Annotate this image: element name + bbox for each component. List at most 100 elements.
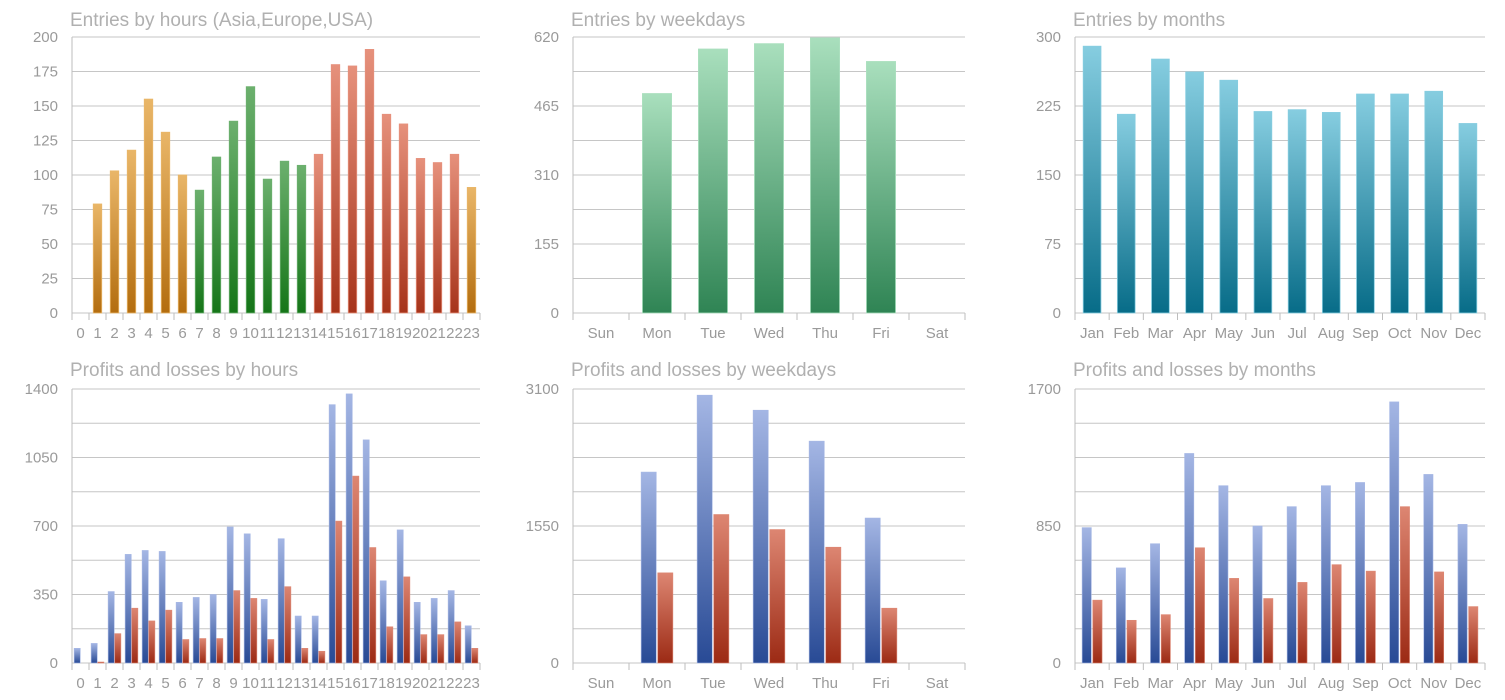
profit-bar-8	[209, 594, 217, 664]
x-tick-label: 19	[395, 675, 412, 692]
x-tick-label: 10	[242, 675, 259, 692]
bar-Jul	[1287, 109, 1307, 314]
profit-bar-18	[379, 580, 387, 664]
x-tick-label: 16	[344, 675, 361, 692]
x-tick-label: 11	[260, 325, 276, 342]
x-tick-label: 9	[229, 675, 237, 692]
profit-bar-9	[226, 526, 234, 664]
profit-bar-May	[1218, 485, 1229, 664]
profit-bar-16	[345, 393, 353, 664]
profit-bar-Wed	[752, 409, 769, 664]
bar-1	[92, 203, 103, 314]
profit-bar-5	[158, 551, 166, 664]
loss-bar-16	[352, 475, 360, 664]
x-tick-label: 10	[242, 325, 259, 342]
x-tick-label: 16	[344, 325, 361, 342]
loss-bar-7	[199, 638, 207, 664]
x-tick-label: 14	[310, 675, 327, 692]
x-tick-label: Fri	[872, 325, 890, 342]
profit-bar-20	[413, 602, 421, 664]
x-tick-label: 19	[395, 325, 412, 342]
y-tick-label: 125	[33, 133, 58, 150]
loss-bar-8	[216, 638, 224, 664]
bar-May	[1219, 79, 1239, 314]
loss-bar-2	[114, 633, 122, 664]
loss-bar-Nov	[1434, 571, 1445, 664]
profit-bar-22	[447, 590, 455, 664]
y-tick-label: 225	[1036, 98, 1061, 115]
profit-bar-2	[107, 591, 115, 664]
x-tick-label: 7	[195, 325, 203, 342]
x-tick-label: Tue	[700, 325, 725, 342]
y-tick-label: 150	[33, 98, 58, 115]
x-tick-label: 17	[361, 325, 378, 342]
x-tick-label: Apr	[1183, 675, 1206, 692]
bar-Dec	[1458, 123, 1478, 314]
x-tick-label: Sep	[1352, 325, 1379, 342]
bar-Fri	[866, 61, 896, 314]
profit-bar-Mon	[640, 471, 657, 664]
y-tick-label: 620	[534, 29, 559, 46]
profit-bar-Thu	[808, 440, 825, 664]
x-tick-label: 2	[110, 325, 118, 342]
x-tick-label: 2	[110, 675, 118, 692]
bar-11	[262, 178, 273, 314]
profit-bar-4	[141, 550, 149, 664]
x-tick-label: Tue	[700, 675, 725, 692]
x-tick-label: 9	[229, 325, 237, 342]
bar-Mon	[642, 93, 672, 314]
chart-pl-weekdays: Profits and losses by weekdays 0 1550 3100 S…	[526, 360, 966, 692]
bar-Tue	[698, 48, 728, 314]
x-tick-label: May	[1215, 325, 1244, 342]
x-tick-label: 3	[127, 325, 135, 342]
x-tick-label: 18	[378, 325, 395, 342]
y-tick-label: 350	[33, 587, 58, 604]
bar-Thu	[810, 37, 840, 314]
x-tick-label: 0	[76, 675, 84, 692]
bar-16	[347, 65, 358, 314]
bar-Jun	[1253, 111, 1273, 314]
x-tick-label: Mar	[1147, 325, 1173, 342]
profit-bar-Jul	[1286, 506, 1297, 664]
x-tick-label: Aug	[1318, 675, 1345, 692]
profit-bar-Tue	[696, 394, 713, 664]
loss-bar-Tue	[713, 514, 730, 664]
bar-12	[279, 160, 290, 314]
bar-17	[364, 49, 375, 314]
profit-bar-1	[90, 643, 98, 664]
bar-Aug	[1321, 112, 1341, 314]
bar-20	[415, 158, 426, 314]
y-tick-label: 0	[50, 655, 58, 672]
bar-9	[228, 120, 239, 314]
loss-bar-20	[420, 634, 428, 664]
loss-bar-Oct	[1400, 506, 1410, 664]
bar-10	[245, 86, 256, 314]
x-tick-label: 11	[260, 675, 276, 692]
y-tick-label: 0	[551, 305, 559, 322]
x-tick-label: 15	[327, 325, 344, 342]
y-tick-label: 310	[534, 167, 559, 184]
x-tick-label: Jul	[1287, 675, 1306, 692]
x-tick-label: 8	[212, 325, 220, 342]
bar-19	[398, 123, 409, 314]
x-tick-label: Mar	[1147, 675, 1173, 692]
loss-bar-11	[267, 639, 275, 664]
profit-bar-Oct	[1389, 401, 1400, 664]
bar-Feb	[1116, 113, 1136, 314]
loss-bar-Jun	[1263, 598, 1274, 664]
loss-bar-18	[386, 626, 394, 664]
x-tick-label: Fri	[872, 675, 890, 692]
profit-bar-6	[175, 602, 183, 664]
loss-bar-23	[471, 648, 479, 664]
profit-bar-3	[124, 554, 132, 664]
y-tick-label: 100	[33, 167, 58, 184]
profit-bar-Dec	[1457, 524, 1468, 664]
loss-bar-19	[403, 576, 411, 664]
x-tick-label: 7	[195, 675, 203, 692]
bar-6	[177, 174, 188, 314]
y-tick-label: 0	[1053, 305, 1061, 322]
x-tick-label: 0	[76, 325, 84, 342]
x-tick-label: Feb	[1113, 325, 1139, 342]
y-tick-label: 155	[534, 236, 559, 253]
x-tick-label: 23	[463, 675, 480, 692]
